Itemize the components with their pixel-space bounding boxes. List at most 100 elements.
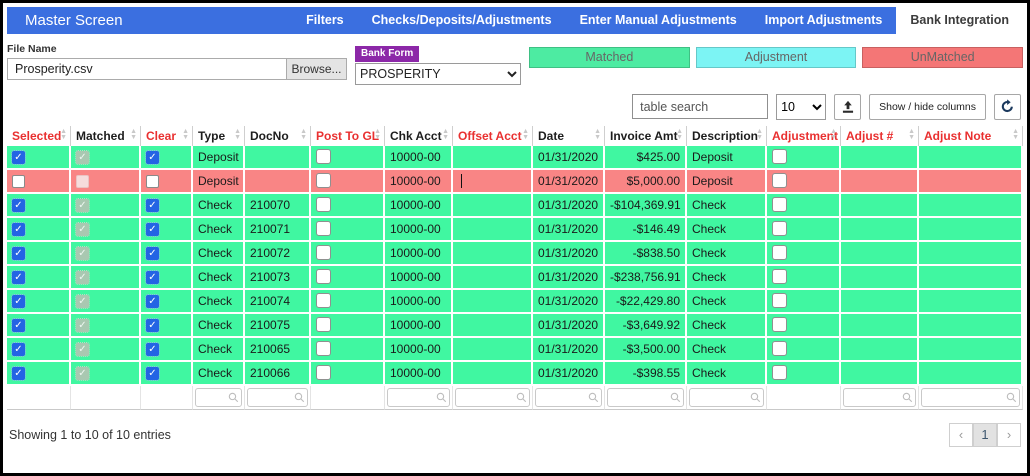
post_to_gl-checkbox[interactable] — [316, 341, 331, 357]
column-header-date[interactable]: Date ▲ ▼ — [533, 125, 605, 146]
clear-checkbox[interactable] — [146, 174, 159, 188]
sort-icon: ▲ ▼ — [594, 127, 601, 141]
post_to_gl-checkbox[interactable] — [316, 245, 331, 261]
selected-checkbox[interactable]: ✓ — [11, 149, 26, 165]
adjustment-checkbox[interactable] — [772, 197, 787, 213]
column-header-offset_acct[interactable]: Offset Acct ▲ ▼ — [453, 125, 533, 146]
filter-input-adjust_no[interactable] — [843, 388, 916, 407]
refresh-button[interactable] — [994, 93, 1021, 120]
export-button[interactable] — [834, 93, 862, 120]
description-cell: Deposit — [687, 145, 767, 170]
post_to_gl-checkbox[interactable] — [316, 317, 331, 333]
docno-cell: 210073 — [245, 265, 311, 290]
current-page-button[interactable]: 1 — [973, 423, 997, 447]
column-header-post_to_gl[interactable]: Post To GL ▲ ▼ — [311, 125, 385, 146]
post_to_gl-checkbox[interactable] — [316, 149, 331, 165]
adjustment-checkbox[interactable] — [772, 365, 787, 381]
matched-cell: ✓ — [71, 241, 141, 266]
column-header-selected[interactable]: Selected ▲ ▼ — [7, 125, 71, 146]
adjustment-checkbox[interactable] — [772, 293, 787, 309]
filter-input-chk_acct[interactable] — [387, 388, 450, 407]
prev-page-button[interactable]: ‹ — [949, 423, 973, 447]
clear-checkbox[interactable]: ✓ — [145, 197, 160, 213]
adjustment-checkbox[interactable] — [772, 269, 787, 285]
clear-checkbox[interactable]: ✓ — [145, 149, 160, 165]
clear-checkbox[interactable]: ✓ — [145, 293, 160, 309]
filter-input-date[interactable] — [535, 388, 602, 407]
column-header-docno[interactable]: DocNo ▲ ▼ — [245, 125, 311, 146]
clear-checkbox[interactable]: ✓ — [145, 317, 160, 333]
column-label-selected: Selected — [12, 128, 62, 143]
post_to_gl-checkbox[interactable] — [316, 269, 331, 285]
filter-input-invoice_amt[interactable] — [607, 388, 684, 407]
filter-input-docno[interactable] — [247, 388, 308, 407]
next-page-button[interactable]: › — [997, 423, 1021, 447]
column-header-adjust_no[interactable]: Adjust # ▲ ▼ — [841, 125, 919, 146]
clear-checkbox[interactable]: ✓ — [145, 341, 160, 357]
adjust_no-cell — [841, 169, 919, 194]
column-header-matched[interactable]: Matched ▲ ▼ — [71, 125, 141, 146]
invoice_amt-cell: $425.00 — [605, 145, 687, 170]
column-header-adjust_note[interactable]: Adjust Note ▲ ▼ — [919, 125, 1023, 146]
browse-button[interactable]: Browse... — [286, 59, 346, 79]
invoice_amt-cell: -$238,756.91 — [605, 265, 687, 290]
selected-checkbox[interactable]: ✓ — [11, 341, 26, 357]
adjustment-checkbox[interactable] — [772, 245, 787, 261]
column-header-adjustment[interactable]: Adjustment ▲ ▼ — [767, 125, 841, 146]
selected-checkbox[interactable]: ✓ — [11, 221, 26, 237]
nav-item-filters[interactable]: Filters — [306, 13, 344, 27]
selected-checkbox[interactable]: ✓ — [11, 197, 26, 213]
docno-cell: 210074 — [245, 289, 311, 314]
filter-input-description[interactable] — [689, 388, 764, 407]
clear-checkbox[interactable]: ✓ — [145, 269, 160, 285]
filter-input-adjust_note[interactable] — [921, 388, 1020, 407]
adjustment-checkbox[interactable] — [772, 341, 787, 357]
adjustment-checkbox[interactable] — [772, 221, 787, 237]
clear-checkbox[interactable]: ✓ — [145, 245, 160, 261]
text-cursor — [461, 173, 462, 188]
clear-cell: ✓ — [141, 313, 193, 338]
selected-checkbox[interactable]: ✓ — [11, 245, 26, 261]
filter-cell-adjust_no — [841, 385, 919, 410]
post_to_gl-checkbox[interactable] — [316, 197, 331, 213]
post_to_gl-checkbox[interactable] — [316, 365, 331, 381]
column-label-date: Date — [538, 128, 565, 143]
nav-item-import-adjustments[interactable]: Import Adjustments — [764, 13, 883, 27]
search-icon — [436, 392, 447, 402]
file-input[interactable]: Prosperity.csv Browse... — [7, 58, 347, 80]
clear-checkbox[interactable]: ✓ — [145, 365, 160, 381]
adjustment-checkbox[interactable] — [772, 149, 787, 165]
selected-checkbox[interactable] — [12, 174, 25, 188]
post_to_gl-checkbox[interactable] — [316, 221, 331, 237]
table-search-input[interactable] — [632, 94, 769, 119]
column-header-description[interactable]: Description ▲ ▼ — [687, 125, 767, 146]
post_to_gl-checkbox[interactable] — [316, 173, 331, 189]
bank-form-select[interactable]: PROSPERITY — [355, 62, 521, 85]
selected-checkbox[interactable]: ✓ — [11, 365, 26, 381]
post_to_gl-checkbox[interactable] — [316, 293, 331, 309]
page-size-select[interactable]: 10 — [776, 93, 827, 120]
filter-input-type[interactable] — [195, 388, 242, 407]
column-filter-offset_acct — [455, 388, 530, 407]
selected-checkbox[interactable]: ✓ — [11, 293, 26, 309]
column-header-chk_acct[interactable]: Chk Acct ▲ ▼ — [385, 125, 453, 146]
column-header-invoice_amt[interactable]: Invoice Amt ▲ ▼ — [605, 125, 687, 146]
filter-cell-invoice_amt — [605, 385, 687, 410]
filter-cell-adjust_note — [919, 385, 1023, 410]
selected-checkbox[interactable]: ✓ — [11, 269, 26, 285]
adjustment-checkbox[interactable] — [772, 173, 787, 189]
column-header-clear[interactable]: Clear ▲ ▼ — [141, 125, 193, 146]
filter-input-offset_acct[interactable] — [455, 388, 530, 407]
column-header-type[interactable]: Type ▲ ▼ — [193, 125, 245, 146]
nav-item-checks-deposits-adjustments[interactable]: Checks/Deposits/Adjustments — [371, 13, 552, 27]
show-hide-columns-button[interactable]: Show / hide columns — [869, 93, 986, 120]
nav-tab-bank-integration[interactable]: Bank Integration — [896, 7, 1023, 34]
clear-checkbox[interactable]: ✓ — [145, 221, 160, 237]
adjustment-checkbox[interactable] — [772, 317, 787, 333]
date-cell: 01/31/2020 — [533, 289, 605, 314]
nav-item-enter-manual-adjustments[interactable]: Enter Manual Adjustments — [579, 13, 737, 27]
selected-checkbox[interactable]: ✓ — [11, 317, 26, 333]
top-header-bar: Master Screen Filters Checks/Deposits/Ad… — [7, 7, 1023, 34]
offset-acct-editing-cell[interactable] — [453, 169, 533, 194]
matched-checkbox-disabled: ✓ — [75, 269, 90, 285]
